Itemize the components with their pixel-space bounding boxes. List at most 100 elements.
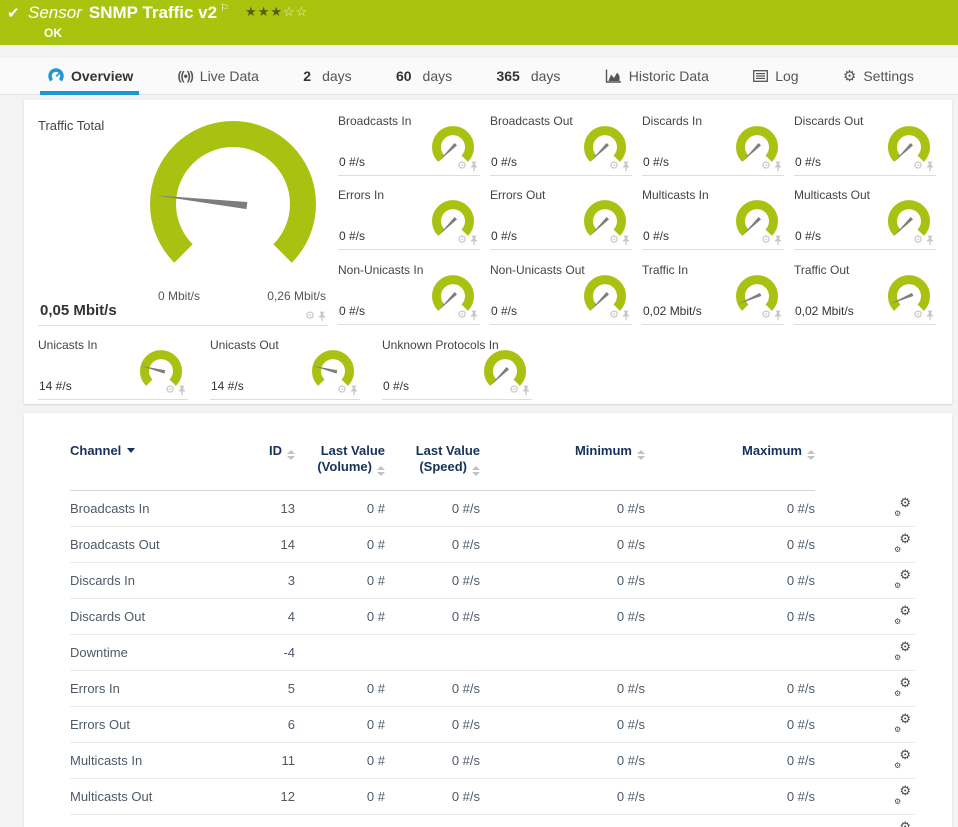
- gauge-settings-gear-icon[interactable]: ⚙: [165, 384, 175, 396]
- pin-icon[interactable]: [774, 235, 782, 246]
- minimum-value: 0 #/s: [480, 562, 645, 599]
- channel-settings-gears-icon[interactable]: ⚙⚙: [894, 602, 911, 626]
- gauge-settings-gear-icon[interactable]: ⚙: [913, 308, 923, 321]
- priority-stars[interactable]: ★★★☆☆: [245, 4, 308, 19]
- gauge-card-non-unicasts-in[interactable]: Non-Unicasts In 0 #/s ⚙: [338, 261, 480, 325]
- gauge-settings-gear-icon[interactable]: ⚙: [913, 234, 923, 247]
- gauge-card-traffic-out[interactable]: Traffic Out 0,02 Mbit/s ⚙: [794, 261, 936, 325]
- tab-365-days[interactable]: 365 days: [494, 58, 562, 94]
- gauge-settings-gear-icon[interactable]: ⚙: [337, 384, 347, 396]
- pin-icon[interactable]: [470, 235, 478, 246]
- gauge-value: 0 #/s: [491, 303, 518, 318]
- channel-settings-gears-icon[interactable]: ⚙⚙: [894, 566, 911, 590]
- tab-historic-data[interactable]: Historic Data: [603, 58, 711, 94]
- pin-icon[interactable]: [774, 310, 782, 321]
- last-value-speed: 0 #/s: [385, 670, 480, 707]
- last-value-volume: 0 #: [295, 778, 385, 815]
- channel-settings-gears-icon[interactable]: ⚙⚙: [894, 638, 911, 662]
- column-header-minimum[interactable]: Minimum: [480, 439, 645, 491]
- gauge-card-multicasts-in[interactable]: Multicasts In 0 #/s ⚙: [642, 186, 784, 251]
- last-value-volume: 0 #: [295, 706, 385, 743]
- gauge-settings-gear-icon[interactable]: ⚙: [509, 384, 519, 396]
- gauge-card-unknown-protocols-in[interactable]: Unknown Protocols In 0 #/s ⚙: [382, 336, 532, 400]
- gauge-card-broadcasts-in[interactable]: Broadcasts In 0 #/s ⚙: [338, 112, 480, 176]
- star-filled-icon[interactable]: ★: [270, 4, 283, 19]
- gauge-chart: [309, 348, 357, 394]
- pin-icon[interactable]: [622, 161, 630, 172]
- flag-icon[interactable]: ⚐: [220, 3, 230, 15]
- channel-settings-gears-icon[interactable]: ⚙⚙: [894, 710, 911, 734]
- gauge-settings-gear-icon[interactable]: ⚙: [761, 160, 771, 172]
- pin-icon[interactable]: [926, 235, 934, 246]
- gauge-card-non-unicasts-out[interactable]: Non-Unicasts Out 0 #/s ⚙: [490, 261, 632, 325]
- tab-60-days[interactable]: 60 days: [394, 58, 454, 94]
- pin-icon[interactable]: [774, 161, 782, 172]
- tab-settings[interactable]: ⚙ Settings: [841, 58, 916, 94]
- gauge-settings-gear-icon[interactable]: ⚙: [457, 308, 467, 321]
- star-filled-icon[interactable]: ★: [245, 4, 258, 19]
- gauge-card-discards-out[interactable]: Discards Out 0 #/s ⚙: [794, 112, 936, 176]
- gauge-settings-gear-icon[interactable]: ⚙: [761, 234, 771, 247]
- column-header-last-value-volume[interactable]: Last Value (Volume): [295, 439, 385, 491]
- pin-icon[interactable]: [470, 161, 478, 172]
- gauge-card-multicasts-out[interactable]: Multicasts Out 0 #/s ⚙: [794, 186, 936, 251]
- column-header-last-value-speed[interactable]: Last Value (Speed): [385, 439, 480, 491]
- gauge-settings-gear-icon[interactable]: ⚙: [609, 234, 619, 247]
- tab-2-days[interactable]: 2 days: [301, 58, 353, 94]
- gauge-settings-gear-icon[interactable]: ⚙: [457, 160, 467, 172]
- star-empty-icon[interactable]: ☆: [283, 4, 296, 19]
- gauge-card-unicasts-in[interactable]: Unicasts In 14 #/s ⚙: [38, 336, 188, 400]
- pin-icon[interactable]: [926, 310, 934, 321]
- gauge-card-errors-out[interactable]: Errors Out 0 #/s ⚙: [490, 186, 632, 251]
- tab-live-data[interactable]: ((•)) Live Data: [176, 58, 261, 94]
- maximum-value: 0 #/s: [645, 814, 815, 827]
- column-label: Last Value: [320, 443, 385, 458]
- gauge-settings-gear-icon[interactable]: ⚙: [761, 308, 771, 321]
- gauge-title: Non-Unicasts In: [338, 262, 424, 277]
- gauge-chart: [429, 198, 477, 244]
- gauge-settings-gear-icon[interactable]: ⚙: [609, 308, 619, 321]
- pin-icon[interactable]: [470, 310, 478, 321]
- star-empty-icon[interactable]: ☆: [295, 4, 309, 19]
- pin-icon[interactable]: [622, 235, 630, 246]
- channel-settings-gears-icon[interactable]: ⚙⚙: [894, 494, 911, 518]
- tab-number: 60: [395, 68, 412, 84]
- gauge-settings-gear-icon[interactable]: ⚙: [457, 234, 467, 247]
- gauge-title: Unknown Protocols In: [382, 338, 499, 352]
- channel-settings-gears-icon[interactable]: ⚙⚙: [894, 746, 911, 770]
- tab-number: 365: [496, 68, 520, 84]
- gauge-card-unicasts-out[interactable]: Unicasts Out 14 #/s ⚙: [210, 336, 360, 400]
- pin-icon[interactable]: [318, 311, 326, 322]
- gauge-value: 0 #/s: [383, 379, 410, 393]
- channel-settings-gears-icon[interactable]: ⚙⚙: [899, 818, 911, 827]
- tab-overview[interactable]: Overview: [39, 58, 140, 95]
- gauge-card-errors-in[interactable]: Errors In 0 #/s ⚙: [338, 186, 480, 251]
- pin-icon[interactable]: [178, 385, 186, 396]
- pin-icon[interactable]: [350, 385, 358, 396]
- pin-icon[interactable]: [926, 161, 934, 172]
- column-header-id[interactable]: ID: [250, 439, 295, 491]
- channel-settings-gears-icon[interactable]: ⚙⚙: [894, 530, 911, 554]
- gauge-settings-gear-icon[interactable]: ⚙: [305, 310, 315, 322]
- sort-active-icon: [127, 448, 136, 453]
- gauge-card-traffic-total[interactable]: Traffic Total 0 Mbit/s 0,26 Mbit/s 0,05 …: [38, 112, 328, 326]
- gauge-title: Discards In: [642, 114, 703, 128]
- column-header-maximum[interactable]: Maximum: [645, 439, 815, 491]
- column-header-channel[interactable]: Channel: [70, 439, 250, 491]
- pin-icon[interactable]: [522, 385, 530, 396]
- gauge-title: Unicasts In: [38, 338, 98, 352]
- gauge-value: 0 #/s: [643, 229, 670, 244]
- gauge-card-broadcasts-out[interactable]: Broadcasts Out 0 #/s ⚙: [490, 112, 632, 176]
- gauge-card-traffic-in[interactable]: Traffic In 0,02 Mbit/s ⚙: [642, 261, 784, 325]
- channel-settings-gears-icon[interactable]: ⚙⚙: [894, 674, 911, 698]
- column-sublabel: (Speed): [419, 459, 467, 474]
- table-row-non-unicasts-in: Non-Unicasts In90 #0 #/s0 #/s0 #/s⚙⚙: [70, 814, 915, 827]
- gauge-settings-gear-icon[interactable]: ⚙: [609, 160, 619, 172]
- status-check-icon: ✔: [7, 5, 20, 22]
- gauge-settings-gear-icon[interactable]: ⚙: [913, 160, 923, 172]
- channel-settings-gears-icon[interactable]: ⚙⚙: [894, 782, 911, 806]
- star-filled-icon[interactable]: ★: [257, 4, 271, 19]
- gauge-card-discards-in[interactable]: Discards In 0 #/s ⚙: [642, 112, 784, 176]
- pin-icon[interactable]: [622, 310, 630, 321]
- tab-log[interactable]: Log: [751, 58, 800, 94]
